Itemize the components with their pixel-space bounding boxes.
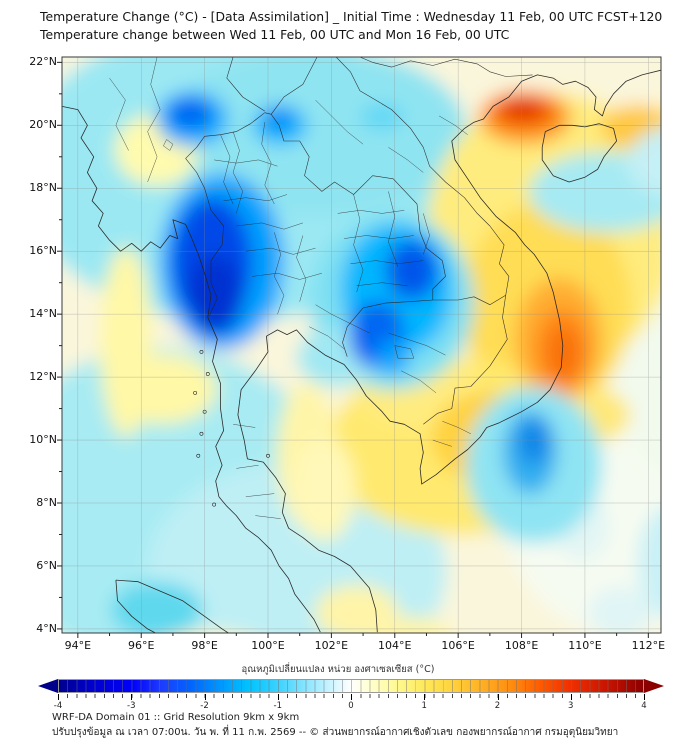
colorbar-tick-label: 2: [494, 701, 501, 711]
title-line-1: Temperature Change (°C) - [Data Assimila…: [40, 9, 663, 24]
footer-line-2: ปรับปรุงข้อมูล ณ เวลา 07:00น. วัน พ. ที่…: [52, 727, 619, 738]
lon-label: 98°E: [191, 639, 218, 652]
colorbar-major-tick: [570, 694, 572, 700]
lon-label: 110°E: [568, 639, 602, 652]
footer-line-1: WRF-DA Domain 01 :: Grid Resolution 9km …: [52, 712, 300, 723]
colorbar-min-arrow: [38, 679, 58, 693]
colorbar-tick-label: -3: [127, 701, 136, 711]
lat-label: 8°N: [36, 496, 57, 509]
lon-label: 108°E: [504, 639, 539, 652]
lon-label: 94°E: [64, 639, 92, 652]
lat-label: 10°N: [29, 433, 57, 447]
lon-label: 104°E: [378, 639, 412, 652]
colorbar-major-tick: [497, 694, 499, 700]
colorbar-major-tick: [58, 694, 59, 700]
lat-label: 4°N: [36, 621, 57, 635]
lat-label: 12°N: [29, 370, 57, 384]
colorbar-tick-label: -1: [273, 701, 282, 711]
colorbar-tick-label: 0: [348, 701, 354, 711]
lon-label: 106°E: [441, 639, 475, 652]
lat-label: 16°N: [29, 244, 57, 258]
colorbar-major-tick: [644, 694, 645, 700]
colorbar-max-arrow: [644, 679, 664, 693]
colorbar-segments: [59, 680, 643, 692]
colorbar-major-tick: [204, 694, 206, 700]
colorbar-tick-label: -2: [200, 701, 209, 711]
lon-label: 112°E: [631, 639, 666, 652]
weather-map: [57, 56, 662, 638]
colorbar-major-tick: [424, 694, 426, 700]
lat-label: 20°N: [29, 118, 57, 132]
colorbar-major-tick: [277, 694, 279, 700]
lon-label: 102°E: [314, 639, 349, 652]
colorbar-tick-label: 4: [641, 701, 647, 711]
colorbar-major-tick: [351, 694, 352, 700]
colorbar-gradient: [58, 679, 644, 693]
colorbar-tick-label: 3: [568, 701, 574, 711]
lat-label: 18°N: [29, 181, 57, 195]
lat-label: 6°N: [36, 558, 57, 572]
footer: WRF-DA Domain 01 :: Grid Resolution 9km …: [52, 710, 618, 740]
figure-titles: Temperature Change (°C) - [Data Assimila…: [40, 8, 662, 44]
colorbar-title: อุณหภูมิเปลี่ยนแปลง หน่วย องศาเซลเซียส (…: [241, 664, 435, 675]
colorbar-tick-label: -4: [53, 701, 63, 711]
title-line-2: Temperature change between Wed 11 Feb, 0…: [40, 27, 510, 42]
lon-label: 96°E: [127, 639, 155, 652]
lat-label: 14°N: [29, 307, 57, 321]
colorbar-major-tick: [131, 694, 133, 700]
lat-label: 22°N: [29, 55, 57, 69]
colorbar-tick-label: 1: [421, 701, 427, 711]
temperature-field-map: [57, 56, 662, 638]
lon-label: 100°E: [251, 639, 285, 652]
